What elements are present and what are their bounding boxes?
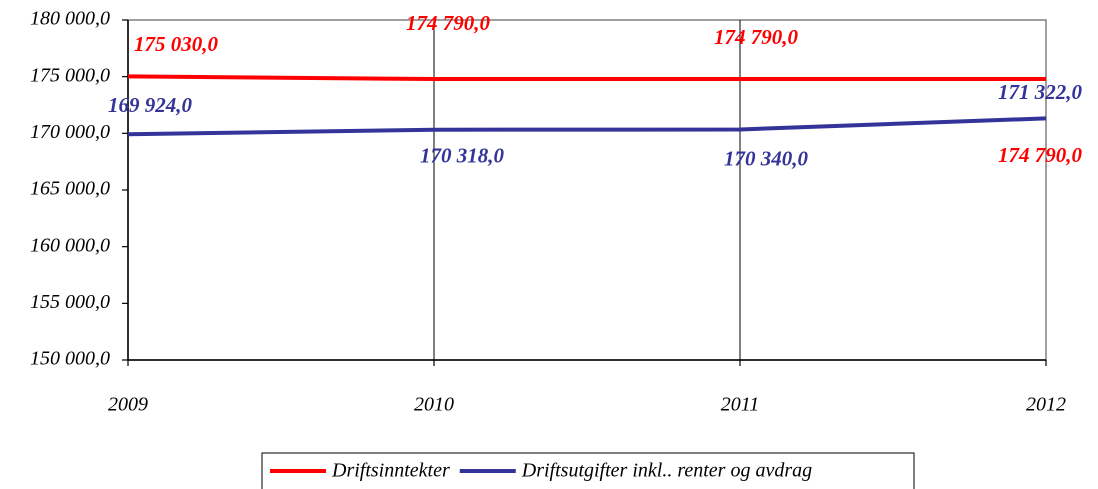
data-label: 170 318,0 xyxy=(420,144,505,168)
data-label: 174 790,0 xyxy=(714,25,799,49)
y-tick-label: 175 000,0 xyxy=(30,64,110,86)
series-line xyxy=(127,74,1046,82)
x-tick-label: 2010 xyxy=(414,394,454,416)
x-tick-label: 2009 xyxy=(108,394,148,416)
x-tick-label: 2011 xyxy=(721,394,760,416)
y-tick-label: 170 000,0 xyxy=(30,121,110,143)
plot-border xyxy=(127,19,1047,361)
data-label: 170 340,0 xyxy=(724,146,809,170)
y-tick-label: 150 000,0 xyxy=(30,348,110,370)
data-label: 174 790,0 xyxy=(998,143,1083,167)
data-label: 169 924,0 xyxy=(108,93,193,117)
data-label: 175 030,0 xyxy=(134,32,219,56)
y-tick-label: 180 000,0 xyxy=(30,8,110,30)
legend-label: Driftsinntekter xyxy=(331,460,450,482)
series-line xyxy=(127,116,1047,137)
y-tick-label: 155 000,0 xyxy=(30,291,110,313)
y-tick-label: 165 000,0 xyxy=(30,178,110,200)
legend-label: Driftsutgifter inkl.. renter og avdrag xyxy=(521,460,812,482)
legend-box xyxy=(261,452,915,489)
y-tick-label: 160 000,0 xyxy=(30,234,110,256)
data-label: 171 322,0 xyxy=(998,80,1083,104)
x-tick-label: 2012 xyxy=(1026,394,1066,416)
data-label: 174 790,0 xyxy=(406,11,491,35)
